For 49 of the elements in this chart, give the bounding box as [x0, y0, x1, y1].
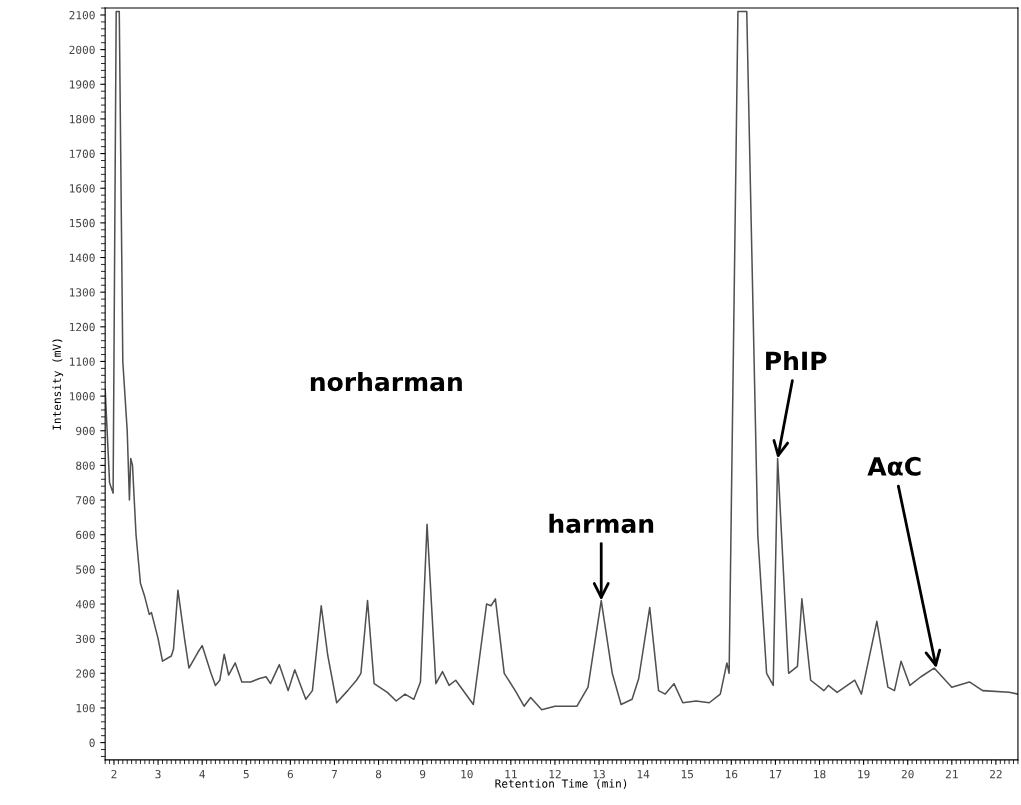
x-tick-label: 4	[199, 770, 205, 779]
x-tick-label: 17	[770, 770, 782, 779]
y-tick-label: 600	[76, 530, 95, 540]
x-axis-title: Retention Time (min)	[495, 779, 627, 790]
x-tick-label: 11	[505, 770, 517, 779]
y-tick-label: 1100	[70, 357, 95, 366]
y-tick-label: 1200	[70, 322, 95, 332]
y-tick-label: 400	[75, 600, 95, 609]
y-tick-label: 1800	[70, 114, 95, 124]
x-tick-label: 18	[814, 769, 826, 779]
y-tick-label: 0	[89, 738, 95, 747]
x-tick-label: 2	[111, 769, 117, 779]
x-tick-label: 9	[419, 769, 426, 779]
x-tick-label: 15	[681, 770, 694, 779]
y-tick-label: 300	[76, 634, 95, 644]
x-tick-label: 10	[461, 769, 473, 779]
y-tick-label: 100	[76, 703, 95, 713]
x-tick-label: 6	[287, 769, 293, 779]
annotation: AαC	[867, 456, 921, 476]
y-tick-label: 1300	[70, 288, 95, 297]
y-tick-label: 200	[76, 669, 95, 678]
x-tick-label: 16	[725, 769, 738, 779]
y-tick-label: 1400	[70, 253, 95, 262]
y-tick-label: 1500	[70, 218, 95, 228]
y-tick-label: 900	[76, 426, 95, 436]
x-tick-label: 21	[945, 769, 958, 779]
x-tick-label: 8	[375, 769, 382, 779]
y-tick-label: 1900	[70, 80, 95, 89]
x-tick-label: 12	[549, 769, 561, 779]
y-tick-label: 1600	[70, 184, 95, 193]
x-tick-label: 20	[901, 769, 914, 779]
y-tick-label: 2000	[69, 45, 95, 55]
x-tick-label: 22	[990, 769, 1002, 779]
y-tick-label: 800	[76, 461, 95, 470]
x-tick-label: 19	[858, 769, 870, 779]
y-tick-label: 1000	[70, 392, 95, 401]
annotation: PhIP	[766, 350, 827, 370]
x-tick-label: 5	[243, 770, 249, 779]
annotation: harman	[549, 513, 654, 534]
annotation: norharman	[310, 371, 462, 392]
y-axis-title: Intensity (mV)	[52, 339, 64, 430]
x-tick-label: 3	[155, 769, 161, 779]
y-tick-label: 2100	[69, 10, 95, 20]
x-tick-label: 13	[593, 769, 605, 779]
y-tick-label: 1700	[70, 149, 95, 158]
x-tick-label: 7	[331, 770, 337, 779]
x-tick-label: 14	[637, 770, 650, 779]
y-tick-label: 500	[76, 565, 95, 574]
y-tick-label: 700	[76, 496, 95, 505]
